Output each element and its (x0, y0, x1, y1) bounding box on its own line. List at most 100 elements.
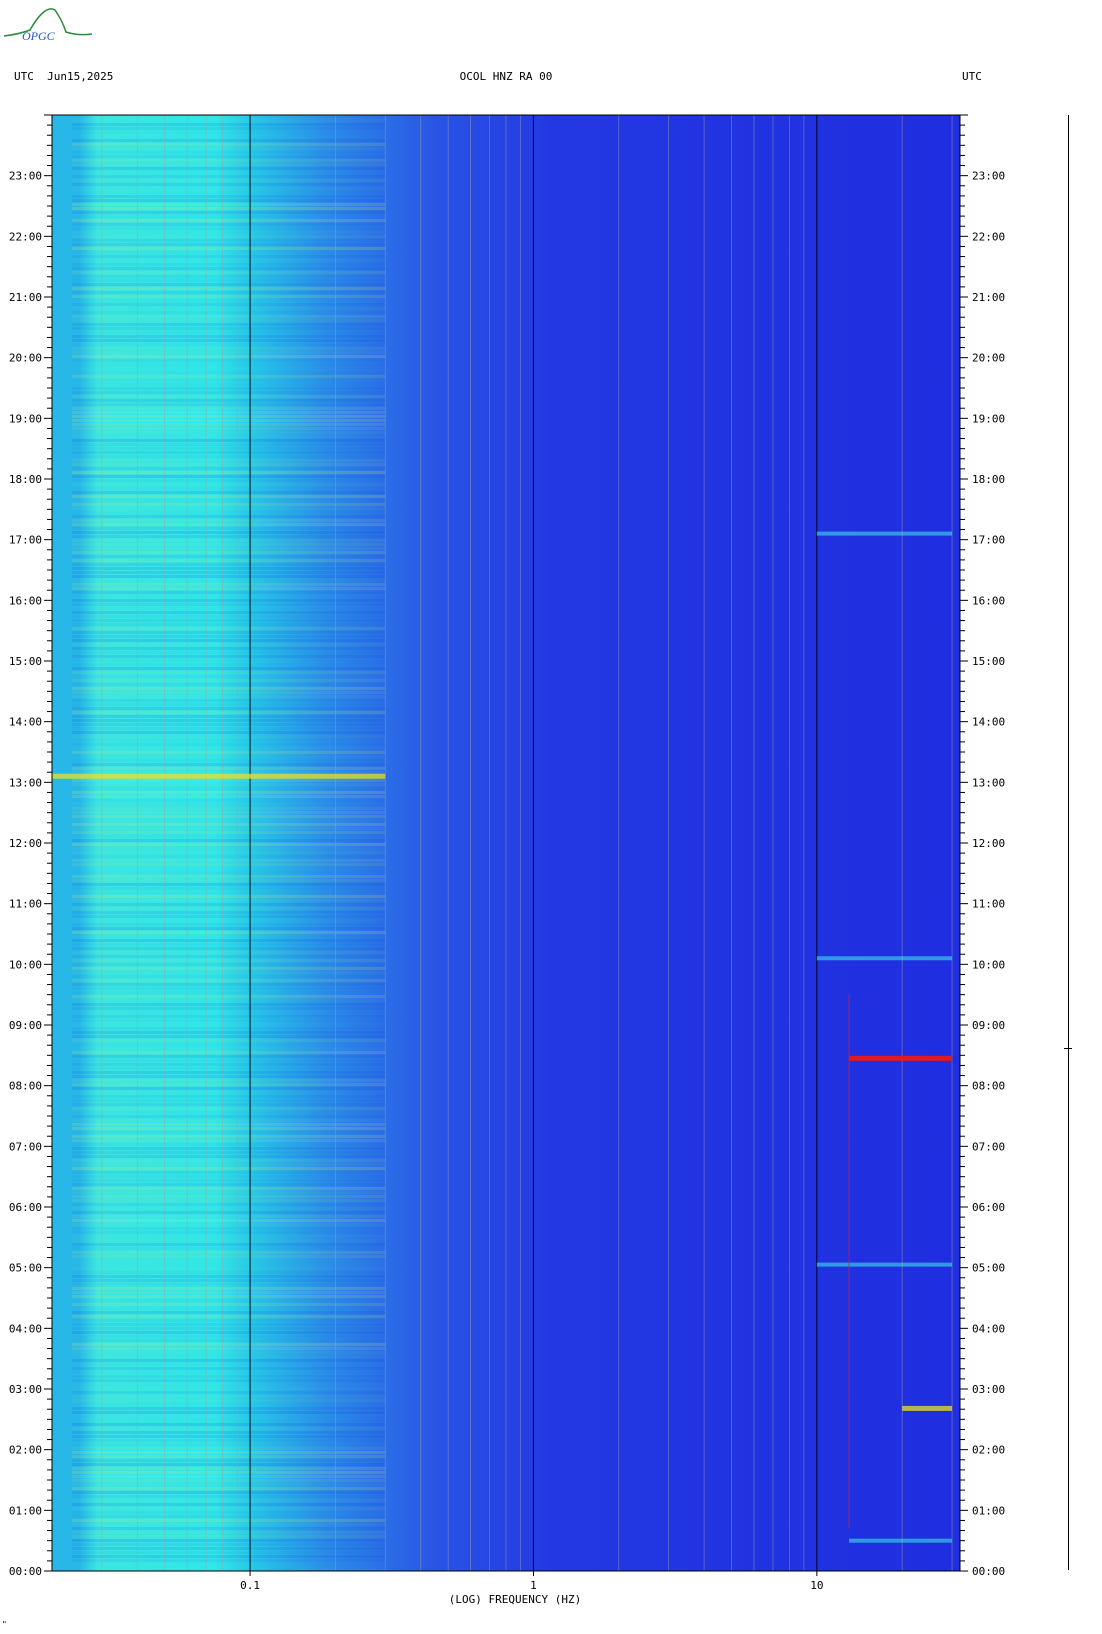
spectrogram-row (72, 139, 386, 142)
spectrogram-row (72, 1287, 386, 1290)
spectrogram-row (72, 1255, 386, 1258)
y-tick-label-right: 12:00 (972, 837, 1005, 850)
spectrogram-row (72, 823, 386, 826)
spectrogram-row (72, 1059, 385, 1062)
y-tick-label-right: 10:00 (972, 958, 1005, 971)
spectrogram-row (72, 1307, 385, 1310)
spectrogram-row (72, 1207, 385, 1210)
spectrogram-row (72, 379, 385, 382)
spectrogram-row (72, 1331, 386, 1334)
spectrogram-row (72, 947, 386, 950)
spectrogram-row (72, 1443, 385, 1446)
spectrogram-row (72, 271, 386, 274)
footer-mark: " (2, 1620, 7, 1629)
spectrogram-row (72, 1419, 385, 1422)
spectrogram-row (72, 959, 386, 962)
spectrogram-row (72, 1483, 385, 1486)
spectrogram-row (72, 195, 386, 198)
spectrogram-row (72, 295, 386, 298)
spectrogram-row (72, 1539, 386, 1542)
spectrogram-row (72, 703, 385, 706)
spectrogram-row (72, 687, 386, 690)
spectrogram-row (72, 643, 386, 646)
x-axis-label: (LOG) FREQUENCY (HZ) (448, 1593, 582, 1606)
spectrogram-row (72, 495, 386, 498)
spectrogram-row (72, 1455, 386, 1458)
spectrogram-row (72, 627, 386, 630)
spectrogram-row (72, 971, 385, 974)
spectrogram-row (72, 299, 385, 302)
y-tick-label-left: 11:00 (9, 898, 42, 911)
opgc-logo: OPGC (0, 0, 100, 50)
spectrogram-row (72, 887, 385, 890)
spectrogram-row (72, 811, 386, 814)
spectrogram-row (72, 343, 385, 346)
spectrogram-row (72, 431, 386, 434)
spectrogram-row (72, 791, 386, 794)
spectrogram-row (72, 1043, 385, 1046)
y-tick-label-left: 09:00 (9, 1019, 42, 1032)
spectrogram-row (72, 123, 386, 126)
spectrogram-row (72, 879, 386, 882)
spectrogram-row (72, 1163, 385, 1166)
spectrogram-row (72, 239, 386, 242)
spectrogram-row (72, 1231, 386, 1234)
spectral-event (816, 956, 953, 961)
chart-title: OCOL HNZ RA 00 (459, 70, 553, 83)
spectrogram-row (72, 1167, 386, 1170)
header-utc-right: UTC (962, 70, 982, 83)
spectrogram-row (72, 1371, 385, 1374)
spectrogram-row (72, 939, 386, 942)
spectrogram-row (72, 331, 385, 334)
spectrogram-row (72, 1355, 385, 1358)
spectrogram-row (72, 1183, 386, 1186)
spectrogram-row (72, 747, 385, 750)
y-tick-label-right: 17:00 (972, 534, 1005, 547)
spectrogram-row (72, 603, 386, 606)
y-tick-label-left: 21:00 (9, 291, 42, 304)
spectrogram-row (72, 1423, 386, 1426)
y-tick-label-left: 10:00 (9, 958, 42, 971)
spectrogram-row (72, 975, 385, 978)
spectrogram-row (72, 607, 385, 610)
spectrogram-row (72, 987, 386, 990)
spectrogram-row (72, 759, 385, 762)
spectrogram-row (72, 1067, 385, 1070)
spectrogram-row (72, 847, 385, 850)
spectrogram-row (72, 1479, 386, 1482)
y-tick-label-right: 15:00 (972, 655, 1005, 668)
y-tick-label-right: 00:00 (972, 1565, 1005, 1578)
spectrogram-row (72, 1179, 386, 1182)
spectrogram-row (72, 203, 386, 206)
spectrogram-row (72, 1439, 386, 1442)
spectrogram-row (72, 1367, 386, 1370)
spectrogram-row (72, 339, 386, 342)
spectrogram-row (72, 783, 386, 786)
spectrogram-row (72, 711, 386, 714)
y-tick-label-left: 15:00 (9, 655, 42, 668)
spectrogram-row (72, 1147, 386, 1150)
spectrogram-row (72, 447, 386, 450)
spectrogram-row (72, 635, 386, 638)
spectral-event (849, 1055, 953, 1061)
spectrogram-row (72, 179, 386, 182)
spectrogram-row (72, 199, 386, 202)
spectrogram-row (72, 399, 386, 402)
spectrogram-row (72, 1563, 385, 1566)
spectrogram-row (72, 1435, 386, 1438)
y-tick-label-right: 22:00 (972, 230, 1005, 243)
spectrogram-row (72, 639, 386, 642)
spectrogram-row (72, 803, 385, 806)
spectrogram-row (72, 915, 386, 918)
y-tick-label-right: 05:00 (972, 1262, 1005, 1275)
spectrogram-row (72, 1291, 386, 1294)
spectrogram-row (72, 907, 386, 910)
spectrogram-row (72, 227, 385, 230)
spectrogram-row (72, 1503, 386, 1506)
spectrogram-row (72, 1175, 386, 1178)
y-tick-label-right: 19:00 (972, 412, 1005, 425)
spectrogram-row (72, 1111, 385, 1114)
spectrogram-row (72, 287, 386, 290)
spectrogram-row (72, 411, 386, 414)
spectrogram-row (72, 1407, 386, 1410)
